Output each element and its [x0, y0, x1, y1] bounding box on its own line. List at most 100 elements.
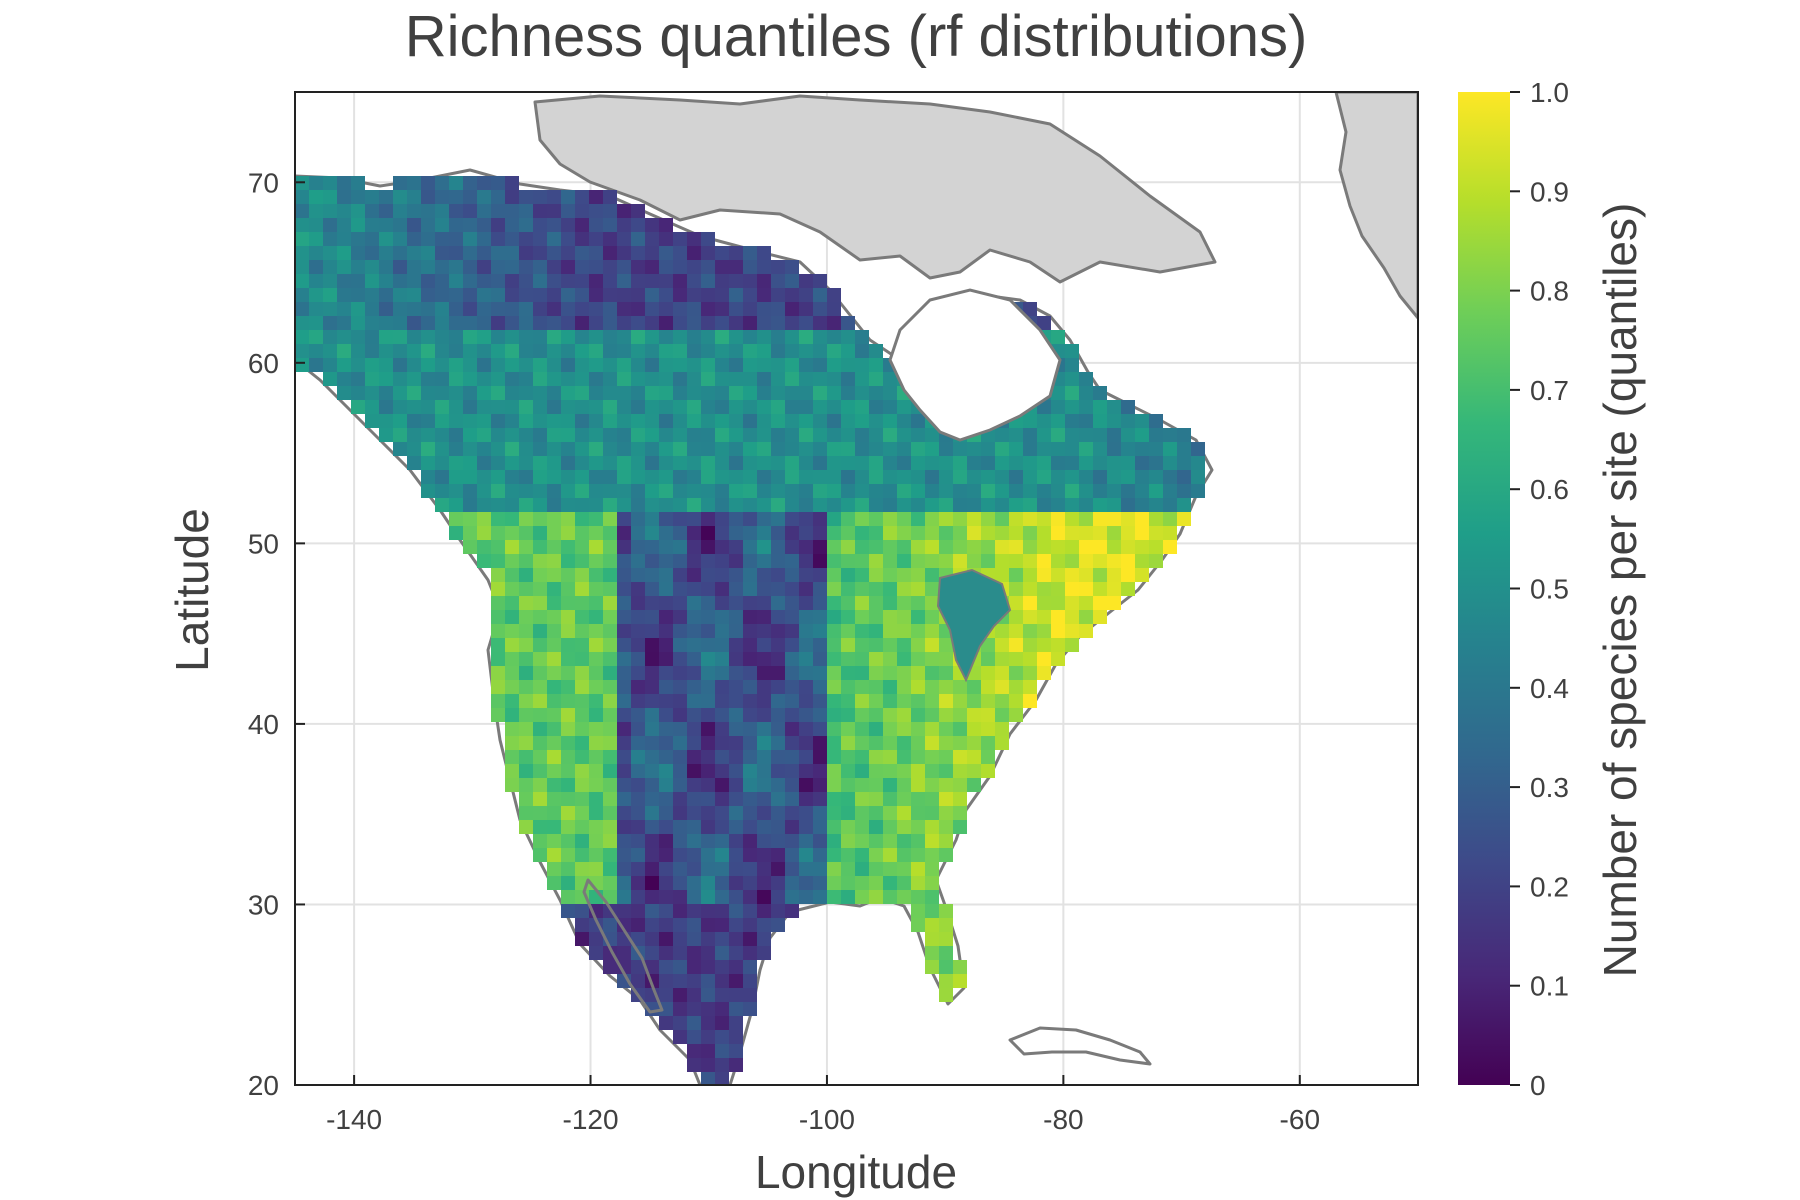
raster-cell	[981, 764, 995, 778]
x-axis-ticks: -140 -120 -100 -80 -60	[326, 1075, 1320, 1135]
raster-cell	[1065, 596, 1079, 610]
raster-cell	[701, 512, 715, 526]
y-tick-label: 40	[248, 709, 279, 740]
raster-cell	[911, 820, 925, 834]
raster-cell	[967, 498, 981, 512]
raster-cell	[533, 554, 547, 568]
raster-cell	[841, 540, 855, 554]
raster-cell	[841, 386, 855, 400]
raster-cell	[911, 904, 925, 918]
raster-cell	[925, 666, 939, 680]
raster-cell	[715, 288, 729, 302]
raster-cell	[855, 386, 869, 400]
raster-cell	[687, 1044, 701, 1058]
raster-cell	[589, 610, 603, 624]
raster-cell	[911, 512, 925, 526]
raster-cell	[1009, 666, 1023, 680]
raster-cell	[799, 358, 813, 372]
raster-cell	[309, 246, 323, 260]
raster-cell	[939, 960, 953, 974]
raster-cell	[673, 694, 687, 708]
raster-cell	[449, 190, 463, 204]
raster-cell	[715, 1044, 729, 1058]
raster-cell	[449, 344, 463, 358]
raster-cell	[533, 288, 547, 302]
raster-cell	[757, 316, 771, 330]
raster-cell	[491, 540, 505, 554]
raster-cell	[827, 876, 841, 890]
raster-cell	[1037, 316, 1051, 330]
raster-cell	[533, 232, 547, 246]
raster-cell	[687, 330, 701, 344]
raster-cell	[491, 442, 505, 456]
raster-cell	[925, 750, 939, 764]
raster-cell	[1009, 568, 1023, 582]
raster-cell	[925, 498, 939, 512]
raster-cell	[827, 764, 841, 778]
raster-cell	[673, 890, 687, 904]
raster-cell	[589, 764, 603, 778]
raster-cell	[631, 750, 645, 764]
raster-cell	[323, 316, 337, 330]
raster-cell	[785, 484, 799, 498]
raster-cell	[911, 736, 925, 750]
raster-cell	[533, 190, 547, 204]
raster-cell	[785, 736, 799, 750]
raster-cell	[925, 484, 939, 498]
raster-cell	[547, 484, 561, 498]
raster-cell	[1135, 540, 1149, 554]
raster-cell	[967, 736, 981, 750]
raster-cell	[757, 736, 771, 750]
raster-cell	[715, 1072, 729, 1085]
raster-cell	[729, 624, 743, 638]
raster-cell	[673, 442, 687, 456]
raster-cell	[505, 512, 519, 526]
raster-cell	[743, 260, 757, 274]
raster-cell	[855, 400, 869, 414]
raster-cell	[491, 400, 505, 414]
raster-cell	[393, 302, 407, 316]
raster-cell	[981, 666, 995, 680]
raster-cell	[575, 386, 589, 400]
raster-cell	[533, 792, 547, 806]
raster-cell	[799, 890, 813, 904]
raster-cell	[715, 568, 729, 582]
raster-cell	[421, 190, 435, 204]
raster-cell	[673, 834, 687, 848]
raster-cell	[365, 288, 379, 302]
raster-cell	[715, 666, 729, 680]
raster-cell	[673, 708, 687, 722]
raster-cell	[799, 512, 813, 526]
raster-cell	[1051, 652, 1065, 666]
raster-cell	[785, 834, 799, 848]
raster-cell	[673, 960, 687, 974]
raster-cell	[1023, 638, 1037, 652]
raster-cell	[981, 484, 995, 498]
raster-cell	[1023, 694, 1037, 708]
raster-cell	[897, 470, 911, 484]
raster-cell	[953, 680, 967, 694]
raster-cell	[799, 288, 813, 302]
raster-cell	[631, 442, 645, 456]
raster-cell	[505, 470, 519, 484]
raster-cell	[673, 316, 687, 330]
raster-cell	[729, 288, 743, 302]
raster-cell	[841, 890, 855, 904]
raster-cell	[813, 470, 827, 484]
raster-cell	[1023, 526, 1037, 540]
raster-cell	[463, 372, 477, 386]
raster-cell	[827, 736, 841, 750]
raster-cell	[463, 218, 477, 232]
raster-cell	[645, 386, 659, 400]
raster-cell	[883, 540, 897, 554]
raster-cell	[645, 428, 659, 442]
raster-cell	[617, 554, 631, 568]
raster-cell	[701, 526, 715, 540]
raster-cell	[911, 582, 925, 596]
raster-cell	[799, 414, 813, 428]
raster-cell	[897, 414, 911, 428]
raster-cell	[323, 274, 337, 288]
raster-cell	[701, 554, 715, 568]
raster-cell	[491, 190, 505, 204]
raster-cell	[757, 708, 771, 722]
